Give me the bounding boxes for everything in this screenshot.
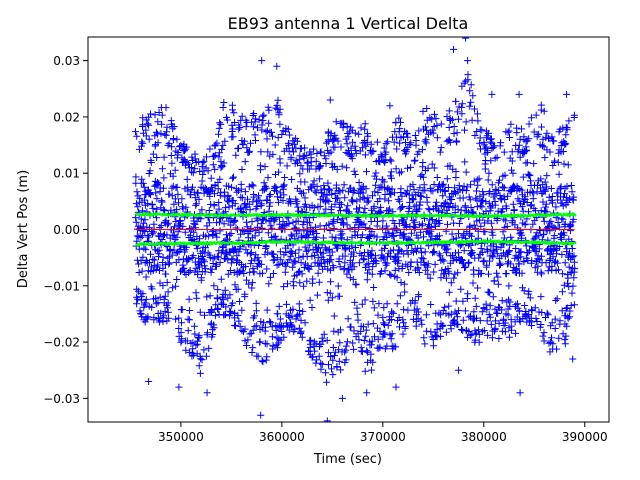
y-tick-label: −0.02: [43, 336, 80, 350]
outlier-point-12: [203, 389, 211, 397]
outlier-point-10: [145, 378, 153, 385]
y-tick-label: 0.01: [53, 167, 80, 181]
y-tick-label: −0.03: [43, 392, 80, 406]
scatter-points: [132, 71, 579, 386]
x-tick-label: 380000: [461, 430, 507, 444]
outlier-point-11: [175, 383, 183, 391]
x-axis: 350000 360000 370000 380000 390000: [158, 422, 608, 444]
outlier-point-7: [488, 90, 496, 98]
x-tick-label: 350000: [158, 430, 204, 444]
scatter-layer: [132, 37, 579, 422]
outlier-point-5: [464, 57, 472, 65]
upper-std-band: [135, 212, 577, 218]
outlier-point-2: [326, 96, 334, 104]
outlier-point-8: [515, 90, 523, 98]
outlier-point-1: [273, 62, 281, 70]
y-axis-label: Delta Vert Pos (m): [16, 170, 31, 288]
outlier-point-6: [462, 37, 470, 42]
outlier-point-0: [258, 57, 266, 65]
outlier-point-15: [338, 394, 346, 402]
x-tick-label: 360000: [259, 430, 305, 444]
y-tick-label: 0.00: [53, 223, 80, 237]
outlier-point-19: [516, 389, 524, 397]
y-tick-label: 0.02: [53, 110, 80, 124]
outlier-point-4: [450, 45, 457, 53]
y-tick-label: −0.01: [43, 279, 80, 293]
outlier-point-13: [257, 411, 265, 419]
outlier-point-17: [392, 383, 400, 391]
x-tick-label: 390000: [562, 430, 608, 444]
y-axis: −0.03 −0.02 −0.01 0.00 0.01 0.02 0.03: [43, 54, 88, 406]
outlier-point-16: [363, 389, 371, 397]
y-tick-label: 0.03: [53, 54, 80, 68]
x-axis-label: Time (sec): [313, 452, 382, 467]
lower-std-band: [135, 239, 577, 247]
x-tick-label: 370000: [360, 430, 406, 444]
outlier-point-20: [569, 355, 577, 363]
outlier-point-14: [323, 417, 331, 422]
chart-title: EB93 antenna 1 Vertical Delta: [228, 14, 469, 33]
std-band-layer: [135, 212, 577, 247]
outlier-point-9: [563, 90, 571, 98]
outlier-point-3: [386, 102, 394, 110]
outlier-point-18: [455, 366, 463, 374]
